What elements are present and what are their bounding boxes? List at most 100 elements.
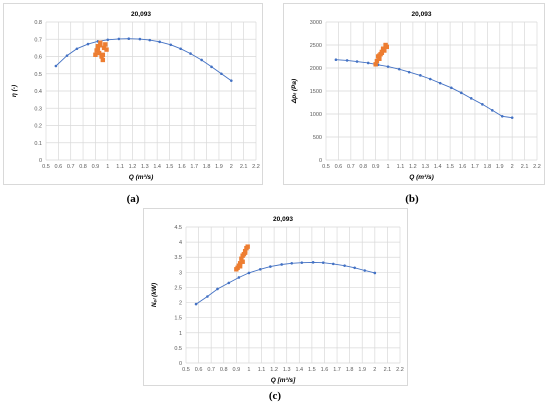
chart-panel-c: 0 0.5 1 1.5 2 2.5 3 3.5 4 4.5 0.5 0.6 0.7 0.8 0.9 1 1.1 1… xyxy=(143,208,408,386)
measured-point xyxy=(98,40,103,45)
x-tick-label: 2 xyxy=(230,164,233,170)
y-tick-label: 4 xyxy=(179,240,182,246)
x-tick-label: 1.8 xyxy=(346,367,354,373)
x-tick-label: 1 xyxy=(247,367,250,373)
data-point xyxy=(169,43,173,47)
x-tick-label: 1.5 xyxy=(308,367,316,373)
data-point xyxy=(345,59,349,62)
measured-point xyxy=(379,50,385,56)
measured-point xyxy=(240,259,245,264)
y-tick-label: 0.5 xyxy=(34,72,42,78)
data-point xyxy=(65,54,69,57)
x-tick-label: 1.8 xyxy=(203,164,211,170)
x-tick-label: 1.2 xyxy=(270,367,278,373)
x-tick-label: 1.1 xyxy=(116,164,124,170)
x-tick-label: 0.7 xyxy=(347,164,355,170)
measured-point xyxy=(377,53,382,58)
chart-panel-a: 0 0.1 0.2 0.3 0.4 0.5 0.6 0.7 0.8 0.5 0.6 0.7 0.8 0.9… xyxy=(3,3,263,185)
data-point xyxy=(194,302,198,306)
x-tick-label: 1.9 xyxy=(496,164,504,170)
x-tick-label: 1.6 xyxy=(459,164,467,170)
y-tick-label: 2000 xyxy=(310,66,322,72)
data-point xyxy=(220,72,223,76)
y-tick-label: 1500 xyxy=(310,89,322,95)
data-point xyxy=(353,266,356,270)
x-tick-label: 1.6 xyxy=(321,367,329,373)
x-tick-label: 1.2 xyxy=(409,164,417,170)
x-tick-label: 1.2 xyxy=(129,164,137,170)
x-tick-label: 2 xyxy=(511,164,514,170)
x-tick-label: 1.7 xyxy=(471,164,479,170)
y-tick-label: 3000 xyxy=(310,20,322,26)
x-tick-label: 1.3 xyxy=(141,164,149,170)
y-tick-label: 0.5 xyxy=(174,346,182,352)
x-tick-label: 0.6 xyxy=(195,367,203,373)
panel-label-b: (b) xyxy=(405,193,419,205)
data-point xyxy=(500,115,504,118)
x-tick-label: 0.5 xyxy=(182,367,190,373)
y-tick-label: 0 xyxy=(319,158,322,164)
chart-title: 20,093 xyxy=(273,216,293,223)
x-tick-label: 0.5 xyxy=(42,164,50,170)
y-tick-label: 1000 xyxy=(310,112,322,118)
x-tick-label: 1.7 xyxy=(190,164,198,170)
measured-point xyxy=(101,45,107,51)
series-line xyxy=(55,38,232,82)
data-point xyxy=(334,58,338,62)
data-point xyxy=(428,77,432,81)
y-tick-label: 0.2 xyxy=(34,124,42,130)
data-point xyxy=(469,97,473,100)
y-tick-label: 500 xyxy=(313,135,322,141)
x-tick-label: 1.7 xyxy=(333,367,341,373)
x-tick-label: 2.2 xyxy=(396,367,404,373)
x-tick-label: 0.8 xyxy=(220,367,228,373)
measured-point xyxy=(237,264,243,269)
x-tick-label: 1.3 xyxy=(421,164,429,170)
data-point xyxy=(373,271,377,275)
x-tick-label: 1.1 xyxy=(397,164,405,170)
measured-point xyxy=(384,44,390,50)
measured-point xyxy=(95,43,101,49)
data-point xyxy=(300,261,304,264)
measured-point xyxy=(100,57,106,63)
x-tick-label: 1.1 xyxy=(258,367,266,373)
measured-point xyxy=(237,261,243,266)
measured-point xyxy=(104,47,109,52)
data-point xyxy=(290,261,294,265)
measured-point xyxy=(242,250,248,255)
y-tick-label: 0.7 xyxy=(34,37,42,43)
x-tick-label: 0.7 xyxy=(207,367,215,373)
x-tick-label: 0.9 xyxy=(233,367,241,373)
y-tick-label: 0.3 xyxy=(34,106,42,112)
y-tick-label: 2 xyxy=(179,301,182,307)
data-point xyxy=(117,37,121,41)
y-axis-label: Nₑₗ (kW) xyxy=(151,283,158,307)
x-axis-label: Q (m³/s) xyxy=(409,174,434,181)
y-tick-label: 0 xyxy=(179,361,182,367)
y-tick-label: 4.5 xyxy=(174,225,182,231)
x-tick-label: 0.6 xyxy=(55,164,63,170)
data-point xyxy=(237,276,241,279)
x-tick-label: 0.8 xyxy=(79,164,87,170)
chart-b-svg: 0 500 1000 1500 2000 2500 3000 0.5 0.6 0.7 0.8 0.9 1… xyxy=(291,11,541,181)
data-point xyxy=(189,52,192,55)
x-tick-label: 2 xyxy=(373,367,376,373)
x-tick-label: 1.8 xyxy=(484,164,492,170)
data-point xyxy=(229,79,233,82)
data-point xyxy=(510,116,514,119)
x-tick-label: 2.1 xyxy=(521,164,529,170)
data-point xyxy=(331,262,335,266)
x-tick-label: 1.5 xyxy=(446,164,454,170)
chart-c-svg: 00.511.522.533.544.50.5 0.6 0.7 0.8 0.9 1 1.1 1… xyxy=(151,216,404,384)
x-tick-label: 1.9 xyxy=(358,367,366,373)
data-point xyxy=(269,265,272,268)
measured-point xyxy=(373,62,378,67)
x-tick-label: 1.4 xyxy=(434,164,442,170)
data-point xyxy=(148,38,152,42)
x-tick-label: 0.8 xyxy=(359,164,367,170)
measured-point xyxy=(96,50,102,56)
data-point xyxy=(227,281,231,285)
y-tick-label: 0.6 xyxy=(34,55,42,61)
x-tick-label: 1.6 xyxy=(178,164,186,170)
data-point xyxy=(397,67,401,71)
